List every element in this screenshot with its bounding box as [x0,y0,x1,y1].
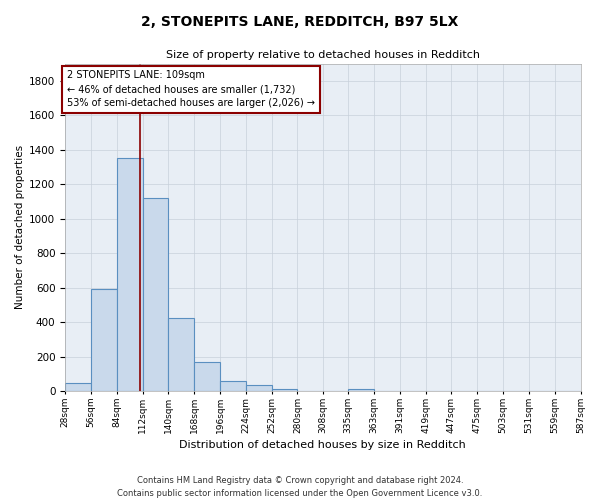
Bar [143,198,169,391]
Bar [65,382,91,391]
Text: 2, STONEPITS LANE, REDDITCH, B97 5LX: 2, STONEPITS LANE, REDDITCH, B97 5LX [142,15,458,29]
Bar [194,362,220,391]
Text: Contains HM Land Registry data © Crown copyright and database right 2024.
Contai: Contains HM Land Registry data © Crown c… [118,476,482,498]
X-axis label: Distribution of detached houses by size in Redditch: Distribution of detached houses by size … [179,440,466,450]
Bar [91,288,117,391]
Bar [272,388,298,391]
Text: 2 STONEPITS LANE: 109sqm
← 46% of detached houses are smaller (1,732)
53% of sem: 2 STONEPITS LANE: 109sqm ← 46% of detach… [67,70,315,108]
Bar [117,158,143,391]
Bar [220,381,246,391]
Bar [348,388,374,391]
Title: Size of property relative to detached houses in Redditch: Size of property relative to detached ho… [166,50,480,60]
Y-axis label: Number of detached properties: Number of detached properties [15,146,25,310]
Bar [246,384,272,391]
Bar [169,318,194,391]
